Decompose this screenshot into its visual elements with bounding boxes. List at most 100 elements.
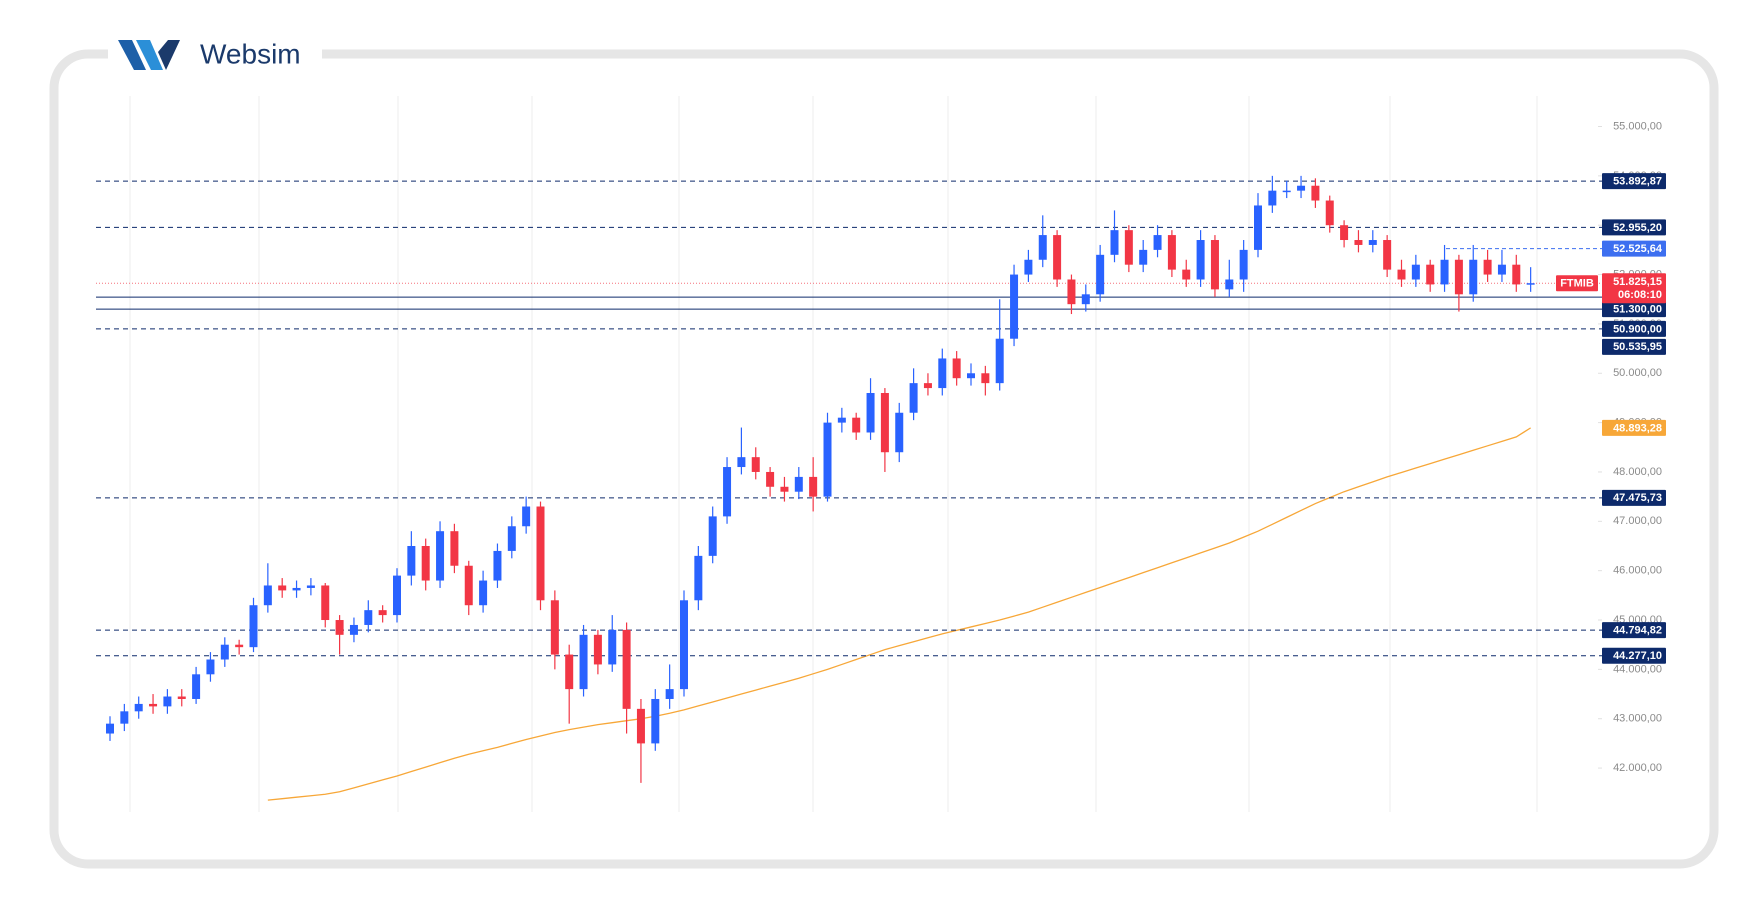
candle-body xyxy=(608,629,617,665)
candle-body xyxy=(292,587,301,591)
y-tick-label: 55.000,00 xyxy=(1613,120,1662,132)
candle-body xyxy=(1397,269,1406,280)
candle-body xyxy=(134,703,143,712)
candle-body xyxy=(837,417,846,423)
y-tick-label: 43.000,00 xyxy=(1613,713,1662,725)
level-label-box xyxy=(1602,338,1666,355)
candle-body xyxy=(249,605,258,648)
candle-body xyxy=(694,555,703,601)
candle-body xyxy=(680,600,688,690)
candle-body xyxy=(1024,259,1033,275)
y-tick-label: 47.000,00 xyxy=(1613,515,1662,527)
candle-body xyxy=(1282,190,1291,193)
candle-body xyxy=(1210,240,1219,290)
candle-body xyxy=(1139,249,1148,265)
candle-body xyxy=(507,526,516,551)
candle-body xyxy=(1483,259,1492,275)
candle-body xyxy=(995,338,1004,384)
candle-body xyxy=(1167,235,1176,270)
candle-body xyxy=(1325,200,1334,226)
level-label: 52.525,64 xyxy=(1613,243,1663,255)
level-label: 50.535,95 xyxy=(1613,341,1662,353)
candle-body xyxy=(163,696,172,707)
candle-body xyxy=(665,689,674,699)
frame xyxy=(49,49,1719,869)
candle-body xyxy=(1454,259,1463,295)
candle-body xyxy=(192,674,201,699)
candle-body xyxy=(278,585,287,591)
candle-body xyxy=(1469,259,1478,295)
candle-body xyxy=(1081,294,1090,305)
candle-body xyxy=(565,654,574,690)
candle-body xyxy=(1411,264,1420,280)
candle-body xyxy=(909,383,918,413)
level-label: 50.900,00 xyxy=(1613,323,1662,335)
candle-body xyxy=(1110,230,1119,255)
candle-body xyxy=(1010,274,1019,339)
candle-body xyxy=(1426,264,1435,285)
y-tick-label: 42.000,00 xyxy=(1613,762,1662,774)
level-label-box xyxy=(1602,173,1666,190)
candle-body xyxy=(1124,230,1133,265)
candle-body xyxy=(206,659,215,675)
candle-body xyxy=(421,545,430,581)
level-label-box xyxy=(1602,647,1666,664)
candle-body xyxy=(1297,185,1306,191)
candle-body xyxy=(1153,235,1162,250)
candle-body xyxy=(1182,269,1191,280)
symbol-tag xyxy=(1556,275,1598,292)
candle-body xyxy=(1440,259,1449,285)
brand: Websim xyxy=(200,38,301,69)
candle-body xyxy=(1038,235,1047,260)
level-label-box xyxy=(1602,320,1666,337)
candle-body xyxy=(522,506,531,527)
candle-body xyxy=(335,620,344,635)
level-label-box xyxy=(1602,622,1666,639)
candle-body xyxy=(651,698,660,744)
symbol-label: FTMIB xyxy=(1560,278,1594,290)
candle-body xyxy=(393,575,401,616)
last-price-label: 51.825,15 xyxy=(1613,276,1662,288)
candle-body xyxy=(866,393,875,433)
level-label: 52.955,20 xyxy=(1613,222,1662,234)
moving-average xyxy=(267,427,1531,801)
candle-body xyxy=(852,417,861,433)
candle-body xyxy=(407,545,416,576)
candle-body xyxy=(751,457,760,472)
candle-body xyxy=(794,476,803,492)
candle-body xyxy=(1526,283,1535,285)
level-label-box xyxy=(1602,419,1666,436)
candle-body xyxy=(1368,240,1377,245)
candle-body xyxy=(636,708,645,744)
level-label: 53.892,87 xyxy=(1613,176,1662,188)
candle-body xyxy=(895,412,904,453)
candle-body xyxy=(579,634,588,690)
candle-body xyxy=(1225,279,1234,290)
level-label: 51.300,00 xyxy=(1613,304,1662,316)
countdown: 06:08:10 xyxy=(1618,289,1662,301)
candle-body xyxy=(1383,240,1392,270)
candle-body xyxy=(364,610,373,625)
candle-body xyxy=(378,610,387,616)
candle-body xyxy=(263,585,272,606)
candle-body xyxy=(766,471,775,487)
candle-body xyxy=(1053,235,1062,280)
last-price-box xyxy=(1602,273,1666,304)
candle-body xyxy=(464,565,473,606)
candle-body xyxy=(1254,205,1262,250)
candle-body xyxy=(321,585,330,621)
candle-body xyxy=(967,373,975,379)
candle-body xyxy=(349,624,358,635)
y-tick-label: 50.000,00 xyxy=(1613,367,1662,379)
candle-body xyxy=(220,644,229,660)
candle-body xyxy=(1239,249,1248,280)
level-label: 48.893,28 xyxy=(1613,422,1662,434)
level-label: 47.475,73 xyxy=(1613,492,1662,504)
candle-body xyxy=(1067,279,1076,305)
candle-body xyxy=(823,422,832,497)
candle-body xyxy=(536,506,545,601)
y-tick-label: 46.000,00 xyxy=(1613,565,1662,577)
candle-body xyxy=(450,531,459,566)
